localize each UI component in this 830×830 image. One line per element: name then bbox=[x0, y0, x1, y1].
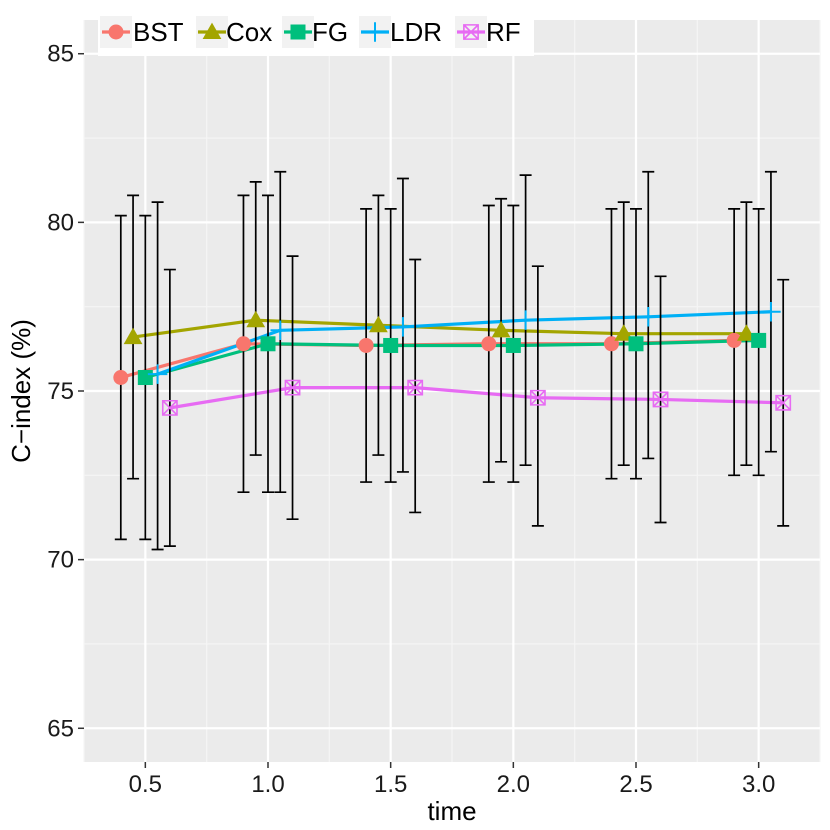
point-fg bbox=[137, 370, 153, 386]
point-cox bbox=[246, 310, 266, 328]
point-cox bbox=[614, 324, 634, 341]
legend-key-bst-icon bbox=[108, 24, 124, 40]
point-cox bbox=[369, 315, 388, 333]
point-ldr bbox=[393, 317, 413, 337]
legend-key-fg-icon bbox=[290, 24, 306, 40]
point-fg bbox=[505, 337, 521, 353]
point-ldr bbox=[761, 301, 781, 322]
error-bars bbox=[114, 170, 790, 551]
y-tick-label: 85 bbox=[47, 41, 74, 68]
y-tick-label: 80 bbox=[47, 209, 74, 236]
series-line-rf bbox=[169, 386, 784, 410]
legend-label-rf: RF bbox=[486, 17, 521, 47]
point-rf bbox=[775, 394, 792, 411]
legend-key-rf-icon bbox=[463, 24, 479, 40]
point-ldr bbox=[270, 320, 291, 341]
point-ldr bbox=[147, 364, 168, 384]
point-fg bbox=[383, 337, 399, 353]
axes: 0.5 1.0 1.5 2.0 2.5 3.0 65 70 75 80 85 bbox=[47, 41, 775, 798]
point-bst bbox=[358, 337, 374, 353]
point-bst bbox=[726, 332, 742, 348]
x-axis-title: time bbox=[427, 796, 476, 826]
point-ldr bbox=[515, 310, 536, 330]
x-tick-label: 3.0 bbox=[742, 771, 775, 798]
series-line-ldr bbox=[157, 310, 771, 376]
legend-label-ldr: LDR bbox=[390, 17, 442, 47]
point-bst bbox=[113, 370, 129, 386]
y-tick-label: 75 bbox=[47, 378, 74, 405]
point-bst bbox=[235, 336, 251, 352]
point-cox bbox=[123, 327, 143, 345]
point-fg bbox=[628, 336, 644, 352]
legend-key-ldr-icon bbox=[365, 22, 385, 42]
legend-key-cox-icon bbox=[202, 22, 222, 40]
point-rf bbox=[284, 379, 301, 396]
x-tick-label: 1.0 bbox=[251, 771, 284, 798]
x-tick-label: 1.5 bbox=[374, 771, 407, 798]
x-tick-label: 0.5 bbox=[129, 771, 162, 798]
y-tick-label: 70 bbox=[47, 547, 74, 574]
point-cox bbox=[491, 320, 511, 338]
point-rf bbox=[652, 391, 669, 408]
x-tick-label: 2.0 bbox=[497, 771, 530, 798]
point-rf bbox=[529, 389, 546, 406]
point-fg bbox=[751, 332, 767, 348]
series-markers bbox=[113, 301, 792, 416]
y-tick-label: 65 bbox=[47, 715, 74, 742]
legend: BST Cox FG LDR RF bbox=[98, 8, 534, 56]
point-rf bbox=[161, 399, 178, 416]
y-axis-title: C−index (%) bbox=[6, 319, 36, 463]
point-rf bbox=[407, 379, 424, 396]
legend-label-fg: FG bbox=[312, 17, 348, 47]
error-bar-rf bbox=[409, 258, 422, 514]
point-bst bbox=[481, 336, 497, 352]
x-tick-label: 2.5 bbox=[619, 771, 652, 798]
error-bar-rf bbox=[531, 265, 544, 527]
point-cox bbox=[737, 324, 756, 341]
legend-label-cox: Cox bbox=[226, 17, 272, 47]
point-fg bbox=[260, 336, 276, 352]
series-line-cox bbox=[132, 318, 747, 339]
point-ldr bbox=[638, 307, 659, 327]
legend-label-bst: BST bbox=[133, 17, 184, 47]
